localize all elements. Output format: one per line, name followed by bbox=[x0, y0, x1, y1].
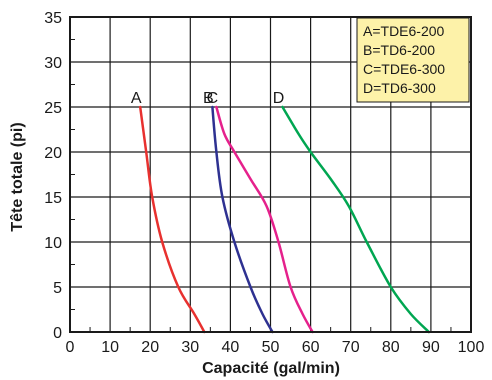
y-tick-label-20: 20 bbox=[44, 145, 62, 162]
x-tick-label-30: 30 bbox=[181, 339, 199, 356]
y-tick-label-5: 5 bbox=[53, 280, 62, 297]
y-tick-label-10: 10 bbox=[44, 235, 62, 252]
x-tick-label-100: 100 bbox=[458, 339, 485, 356]
series-line-d bbox=[281, 105, 431, 334]
x-tick-label-90: 90 bbox=[422, 339, 440, 356]
series-lines bbox=[138, 105, 431, 334]
x-tick-label-40: 40 bbox=[222, 339, 240, 356]
series-line-b bbox=[211, 105, 274, 334]
y-tick-label-0: 0 bbox=[53, 325, 62, 342]
series-label-c: C bbox=[207, 90, 219, 107]
series-label-d: D bbox=[273, 90, 285, 107]
series-labels: A BC D bbox=[131, 90, 284, 107]
x-tick-label-70: 70 bbox=[342, 339, 360, 356]
x-tick-labels: 0 10 20 30 40 50 60 70 80 90 100 bbox=[66, 339, 485, 356]
x-tick-label-10: 10 bbox=[101, 339, 119, 356]
legend-box bbox=[356, 17, 470, 103]
y-axis-title: Tête totale (pi) bbox=[9, 122, 26, 231]
x-axis-title: Capacité (gal/min) bbox=[202, 360, 340, 377]
y-tick-label-15: 15 bbox=[44, 190, 62, 207]
plot-frame bbox=[69, 16, 472, 333]
y-tick-labels: 0 5 10 15 20 25 30 35 bbox=[44, 10, 62, 342]
legend: A=TDE6-200 B=TD6-200 C=TDE6-300 D=TD6-30… bbox=[356, 17, 470, 103]
x-tick-label-20: 20 bbox=[141, 339, 159, 356]
legend-entry-b: B=TD6-200 bbox=[363, 42, 435, 58]
series-line-a bbox=[138, 105, 206, 334]
series-label-a: A bbox=[131, 90, 142, 107]
x-tick-label-60: 60 bbox=[302, 339, 320, 356]
legend-entry-a: A=TDE6-200 bbox=[363, 23, 445, 39]
legend-entry-d: D=TD6-300 bbox=[363, 80, 436, 96]
y-tick-label-25: 25 bbox=[44, 100, 62, 117]
series-line-c bbox=[215, 105, 314, 334]
y-tick-label-35: 35 bbox=[44, 10, 62, 27]
x-tick-label-80: 80 bbox=[382, 339, 400, 356]
grid bbox=[70, 17, 471, 332]
legend-entry-c: C=TDE6-300 bbox=[363, 61, 445, 77]
x-tick-label-0: 0 bbox=[66, 339, 75, 356]
y-tick-label-30: 30 bbox=[44, 55, 62, 72]
x-tick-label-50: 50 bbox=[262, 339, 280, 356]
series-label-b: B bbox=[203, 90, 214, 107]
